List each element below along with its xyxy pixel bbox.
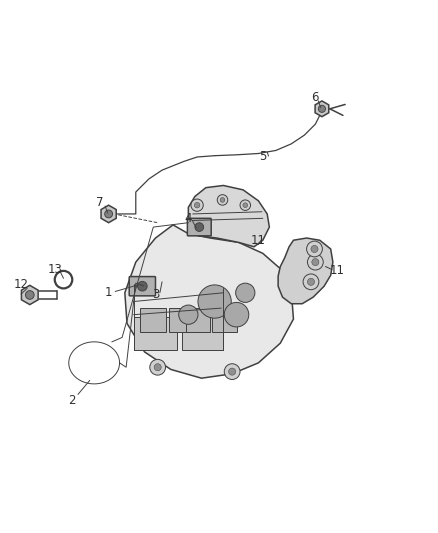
Circle shape [217,195,228,205]
Circle shape [195,223,204,231]
Polygon shape [21,285,38,304]
Bar [212,308,237,332]
Bar [186,308,210,332]
Circle shape [105,210,113,218]
Bar [140,308,166,332]
Polygon shape [125,225,293,378]
Circle shape [220,198,225,203]
Circle shape [138,281,147,291]
Bar [169,308,193,332]
Circle shape [229,368,236,375]
Circle shape [150,359,166,375]
Circle shape [154,364,161,371]
Text: 1: 1 [105,286,113,300]
FancyBboxPatch shape [129,277,155,296]
Circle shape [311,245,318,253]
Bar [182,317,223,350]
Circle shape [224,302,249,327]
Circle shape [303,274,319,290]
Circle shape [194,203,200,208]
FancyBboxPatch shape [187,219,211,236]
Text: 13: 13 [47,263,62,276]
Text: 11: 11 [251,233,266,247]
Circle shape [179,305,198,324]
Circle shape [318,106,325,112]
Bar [134,317,177,350]
Polygon shape [315,101,329,117]
Circle shape [25,290,34,300]
Circle shape [307,278,314,285]
Text: 3: 3 [152,288,159,302]
Circle shape [307,254,323,270]
Circle shape [312,259,319,265]
Text: 12: 12 [14,278,28,292]
Text: 7: 7 [96,197,104,209]
Text: 2: 2 [68,393,76,407]
Text: 4: 4 [184,212,192,225]
Text: 11: 11 [330,264,345,277]
Circle shape [236,283,255,302]
Polygon shape [101,205,116,223]
Polygon shape [278,238,333,304]
Text: 6: 6 [311,91,319,104]
Circle shape [224,364,240,379]
Circle shape [198,285,231,318]
Circle shape [240,200,251,211]
Circle shape [243,203,247,207]
Circle shape [307,241,322,257]
Polygon shape [188,185,269,247]
Circle shape [191,199,203,211]
Text: 5: 5 [259,150,266,164]
